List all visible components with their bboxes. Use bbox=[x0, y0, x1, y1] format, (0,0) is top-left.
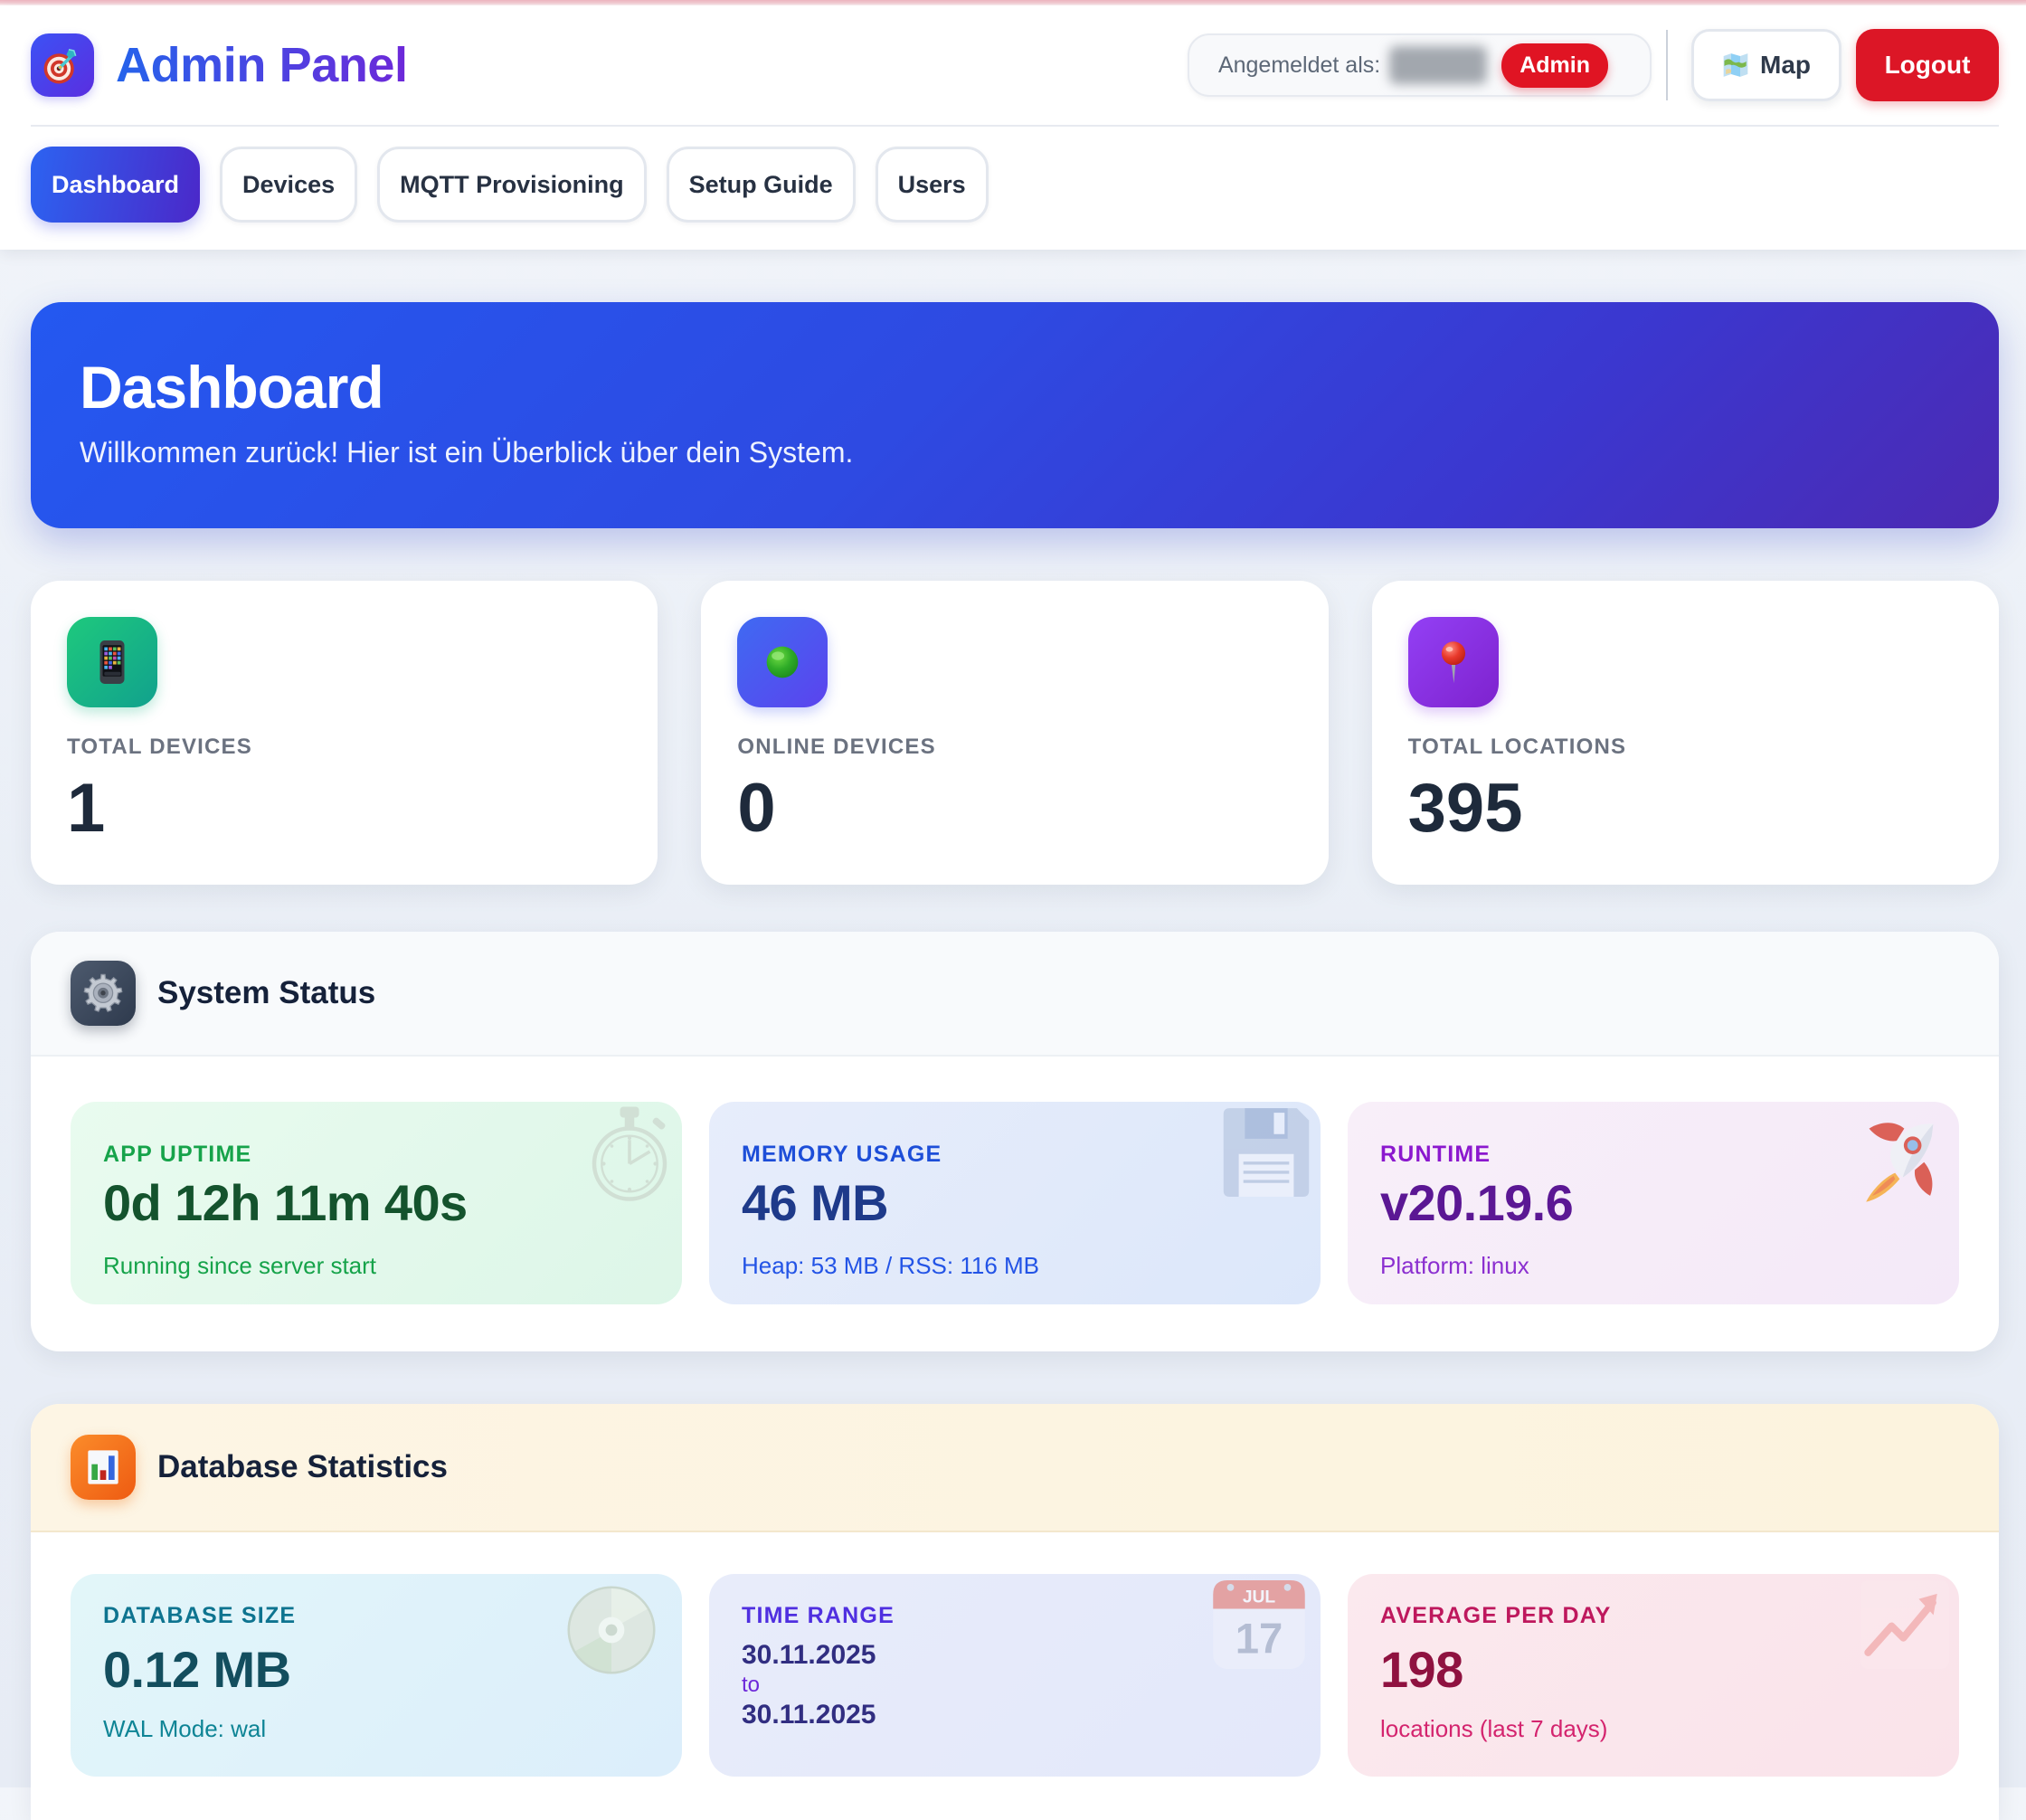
svg-text:17: 17 bbox=[1235, 1616, 1283, 1664]
svg-text:JUL: JUL bbox=[1243, 1588, 1276, 1607]
